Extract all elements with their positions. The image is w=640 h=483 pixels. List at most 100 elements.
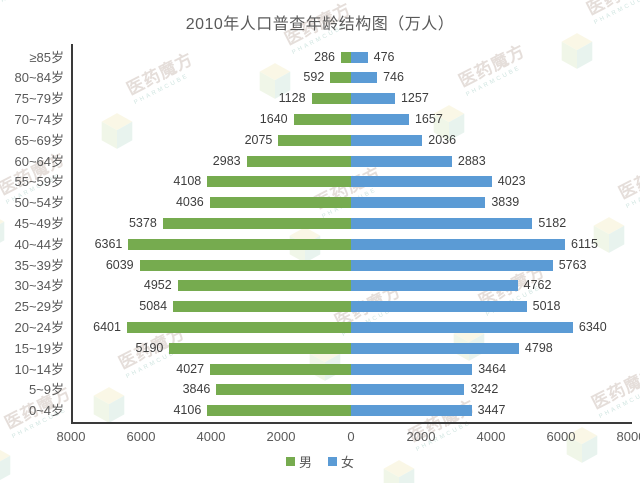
male-bar xyxy=(216,384,351,396)
chart-row: 50~54岁 4036 3839 xyxy=(0,192,640,213)
male-value-label: 592 xyxy=(303,70,325,85)
age-label: 60~64岁 xyxy=(14,153,64,169)
female-value-label: 6340 xyxy=(578,319,607,334)
male-value-label: 5190 xyxy=(135,340,164,355)
age-label: 70~74岁 xyxy=(14,111,64,127)
female-bar xyxy=(351,238,566,250)
chart-title: 2010年人口普查年龄结构图（万人） xyxy=(185,16,455,33)
male-bar xyxy=(207,176,351,188)
female-value-label: 4798 xyxy=(524,340,553,355)
female-value-label: 2883 xyxy=(457,153,486,168)
chart-row: 40~44岁 6361 6115 xyxy=(0,234,640,255)
male-value-label: 4106 xyxy=(173,403,202,418)
chart-row: 55~59岁 4108 4023 xyxy=(0,171,640,192)
x-axis-line xyxy=(71,422,632,424)
female-bar xyxy=(351,405,472,417)
age-label: 15~19岁 xyxy=(14,340,64,356)
chart-row: 15~19岁 5190 4798 xyxy=(0,338,640,359)
female-value-label: 6115 xyxy=(571,236,598,251)
chart-row: 45~49岁 5378 5182 xyxy=(0,213,640,234)
x-tick-label: 8000 xyxy=(616,429,640,444)
y-axis-line xyxy=(71,44,73,423)
age-label: 25~29岁 xyxy=(14,299,64,315)
age-label: 55~59岁 xyxy=(14,174,64,190)
male-bar xyxy=(162,217,351,229)
age-label: 35~39岁 xyxy=(14,257,64,273)
male-bar xyxy=(278,134,351,146)
female-value-label: 5182 xyxy=(538,215,567,230)
male-bar xyxy=(209,197,351,209)
female-value-label: 3242 xyxy=(470,382,499,397)
female-bar xyxy=(351,363,473,375)
x-tick-label: 4000 xyxy=(476,429,506,444)
age-label: 10~14岁 xyxy=(14,361,64,377)
chart-row: 0~4岁 4106 3447 xyxy=(0,400,640,421)
female-value-label: 3447 xyxy=(477,403,506,418)
chart-row: 75~79岁 1128 1257 xyxy=(0,88,640,109)
legend-item-female: 女 xyxy=(328,452,354,471)
age-label: ≥85岁 xyxy=(29,49,64,65)
male-value-label: 3846 xyxy=(182,382,211,397)
female-bar xyxy=(351,259,553,271)
male-value-label: 4027 xyxy=(176,361,205,376)
age-label: 20~24岁 xyxy=(14,319,64,335)
legend-item-male: 男 xyxy=(285,452,312,471)
chart-row: 25~29岁 5084 5018 xyxy=(0,296,640,317)
age-label: 80~84岁 xyxy=(14,70,64,86)
male-bar xyxy=(126,321,351,333)
male-value-label: 4952 xyxy=(143,278,172,293)
male-bar xyxy=(340,51,351,63)
x-tick-label: 4000 xyxy=(196,429,226,444)
male-bar xyxy=(128,238,351,250)
female-bar xyxy=(351,384,465,396)
male-value-label: 6401 xyxy=(93,319,121,334)
female-bar xyxy=(351,113,409,125)
age-label: 30~34岁 xyxy=(14,278,64,294)
male-value-label: 5084 xyxy=(139,299,168,314)
chart-row: 10~14岁 4027 3464 xyxy=(0,359,640,380)
male-bar xyxy=(207,405,351,417)
female-bar xyxy=(351,93,395,105)
legend-male-label: 男 xyxy=(298,455,312,470)
male-bar xyxy=(169,342,351,354)
male-value-label: 6039 xyxy=(105,257,134,272)
female-value-label: 3839 xyxy=(491,195,520,210)
female-value-label: 1257 xyxy=(400,91,429,106)
age-label: 5~9岁 xyxy=(28,382,64,398)
male-value-label: 286 xyxy=(314,49,335,64)
male-value-label: 2075 xyxy=(244,132,273,147)
female-bar xyxy=(351,51,368,63)
female-bar xyxy=(351,155,452,167)
chart-row: 5~9岁 3846 3242 xyxy=(0,379,640,400)
x-tick-label: 2000 xyxy=(266,429,296,444)
female-swatch-icon xyxy=(328,457,337,466)
chart-row: 60~64岁 2983 2883 xyxy=(0,151,640,172)
legend-female-label: 女 xyxy=(341,455,355,470)
female-value-label: 746 xyxy=(383,70,404,85)
female-bar xyxy=(351,72,378,84)
chart-row: 35~39岁 6039 5763 xyxy=(0,255,640,276)
chart-row: 80~84岁 592 746 xyxy=(0,67,640,88)
male-swatch-icon xyxy=(285,457,295,466)
male-value-label: 6361 xyxy=(94,236,123,251)
male-value-label: 1640 xyxy=(259,111,288,126)
male-bar xyxy=(293,113,351,125)
male-bar xyxy=(177,280,351,292)
female-bar xyxy=(351,134,423,146)
x-tick-label: 2000 xyxy=(406,429,436,444)
male-bar xyxy=(311,93,351,105)
female-bar xyxy=(351,280,518,292)
female-value-label: 4762 xyxy=(523,278,552,293)
female-bar xyxy=(351,342,519,354)
age-label: 40~44岁 xyxy=(14,236,64,252)
legend: 男 女 xyxy=(0,452,640,471)
female-bar xyxy=(351,301,527,313)
age-label: 0~4岁 xyxy=(28,403,64,419)
male-bar xyxy=(210,363,351,375)
male-bar xyxy=(246,155,351,167)
x-tick-label: 6000 xyxy=(126,429,156,444)
chart-row: ≥85岁 286 476 xyxy=(0,47,640,68)
male-bar xyxy=(139,259,351,271)
